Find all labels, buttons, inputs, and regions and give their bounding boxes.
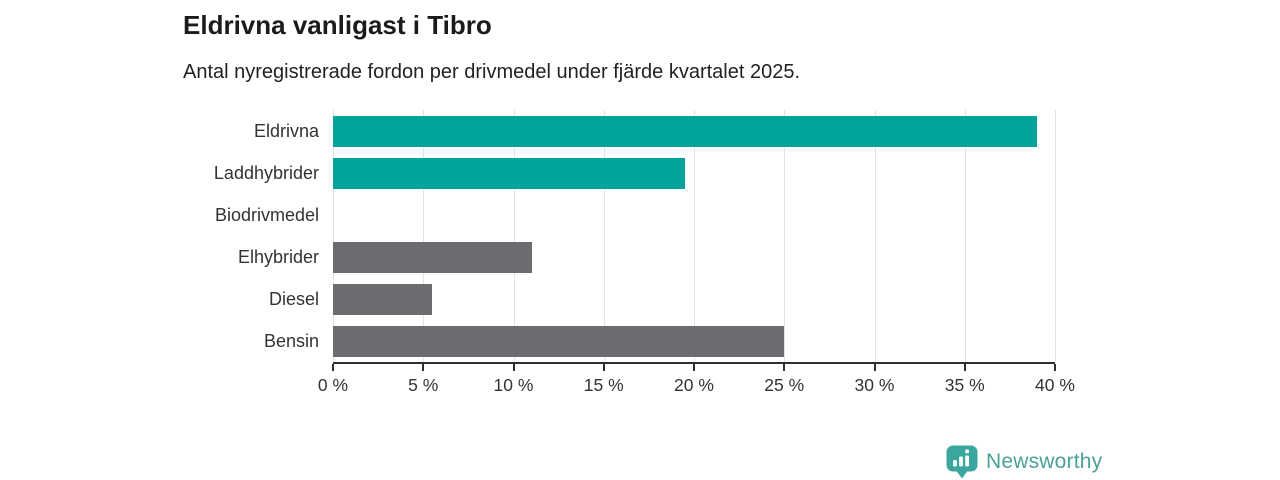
x-tick-label: 25 % — [764, 375, 805, 395]
x-axis: 0 % 5 % 10 % 15 % 20 % 25 % 30 % 35 % 40 % — [318, 364, 1075, 404]
gridline — [874, 110, 876, 362]
x-tick-mark — [602, 364, 605, 371]
category-label: Eldrivna — [253, 120, 319, 141]
category-label: Biodrivmedel — [214, 204, 319, 225]
x-tick-mark — [1054, 364, 1056, 371]
gridline — [423, 110, 425, 362]
category-label: Laddhybrider — [213, 162, 319, 183]
x-tick-label: 30 % — [854, 375, 895, 395]
chart-subtitle: Antal nyregistrerade fordon per drivmede… — [183, 61, 801, 83]
y-axis-labels: Eldrivna Laddhybrider Biodrivmedel Elhybrid… — [0, 110, 319, 362]
bar — [333, 325, 785, 357]
x-tick-mark — [422, 364, 425, 371]
x-tick-mark — [783, 364, 786, 371]
gridline — [333, 110, 334, 362]
bar — [333, 283, 433, 315]
x-tick-mark — [873, 364, 876, 371]
x-tick-label: 35 % — [944, 375, 985, 395]
x-tick-label: 5 % — [408, 375, 439, 395]
bar — [333, 241, 532, 273]
newsworthy-logo: Newsworthy — [946, 445, 1102, 479]
x-tick-label: 0 % — [317, 375, 349, 395]
category-label: Bensin — [263, 330, 319, 351]
plot-area — [333, 110, 1056, 364]
bar-chart: Eldrivna Laddhybrider Biodrivmedel Elhybrid… — [0, 110, 1075, 410]
newsworthy-logo-text: Newsworthy — [986, 450, 1103, 473]
bar — [333, 157, 685, 189]
category-label: Diesel — [268, 288, 319, 309]
x-tick-label: 15 % — [583, 375, 624, 395]
gridline — [603, 110, 605, 362]
gridline — [1055, 110, 1056, 362]
chart-title: Eldrivna vanligast i Tibro — [183, 10, 492, 40]
gridline — [694, 110, 695, 362]
x-tick-mark — [512, 364, 515, 371]
x-tick-label: 10 % — [493, 375, 534, 395]
x-tick-label: 40 % — [1035, 375, 1075, 395]
gridline — [513, 110, 515, 362]
x-tick-mark — [693, 364, 695, 371]
x-tick-mark — [963, 364, 966, 371]
category-label: Elhybrider — [237, 246, 319, 267]
bar — [333, 115, 1037, 147]
gridline — [784, 110, 786, 362]
x-tick-mark — [332, 364, 334, 371]
x-tick-label: 20 % — [674, 375, 714, 395]
gridline — [964, 110, 966, 362]
newsworthy-logo-icon — [946, 445, 978, 479]
